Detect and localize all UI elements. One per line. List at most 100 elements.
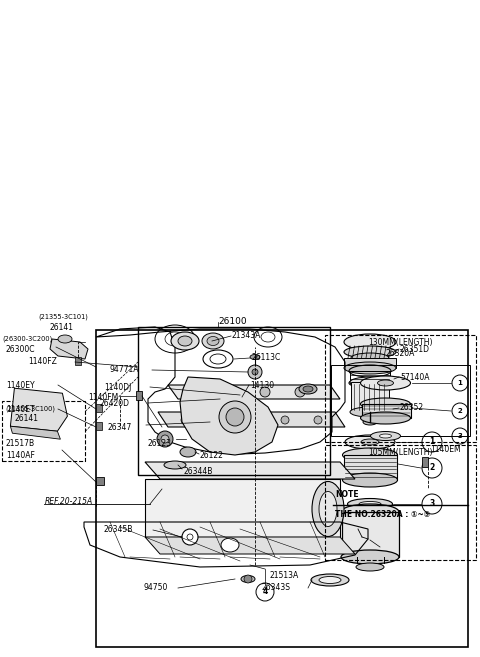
Bar [138, 327, 330, 475]
Text: 21517B: 21517B [6, 440, 35, 449]
Ellipse shape [250, 355, 260, 359]
Text: 1140DJ: 1140DJ [104, 382, 132, 392]
Text: 26345B: 26345B [104, 526, 133, 535]
Ellipse shape [207, 336, 219, 346]
Bar [325, 445, 476, 560]
Circle shape [181, 416, 189, 424]
Ellipse shape [363, 419, 377, 425]
Ellipse shape [348, 499, 393, 509]
Text: 94750: 94750 [143, 583, 168, 593]
Circle shape [157, 431, 173, 447]
Ellipse shape [319, 491, 337, 526]
Polygon shape [145, 479, 340, 537]
Ellipse shape [311, 574, 349, 586]
Bar [331, 365, 470, 436]
Text: 26320A: 26320A [386, 348, 415, 357]
Text: 130MM(LENGTH): 130MM(LENGTH) [368, 338, 433, 348]
Ellipse shape [344, 346, 396, 358]
Text: 14130: 14130 [250, 380, 274, 390]
Ellipse shape [350, 377, 390, 387]
Text: 26141: 26141 [50, 323, 74, 332]
Text: 26100: 26100 [218, 317, 247, 325]
Text: THE NO.26320A : ①~⑤: THE NO.26320A : ①~⑤ [335, 510, 430, 519]
Text: 3: 3 [457, 433, 462, 439]
Text: 26141: 26141 [14, 415, 38, 423]
Circle shape [252, 369, 258, 375]
Ellipse shape [345, 435, 395, 449]
Text: 1: 1 [430, 438, 434, 447]
Circle shape [161, 435, 169, 443]
Circle shape [225, 387, 235, 397]
Ellipse shape [360, 376, 410, 390]
Text: 26113C: 26113C [252, 353, 281, 363]
Text: 21343A: 21343A [232, 330, 262, 340]
Ellipse shape [178, 336, 192, 346]
Text: (26300-3C200): (26300-3C200) [2, 336, 52, 342]
Ellipse shape [344, 362, 396, 374]
Bar [361, 404, 410, 418]
Ellipse shape [219, 401, 251, 433]
Text: 57140A: 57140A [400, 373, 430, 382]
Ellipse shape [319, 576, 341, 583]
Text: (21355-3C100): (21355-3C100) [5, 405, 55, 412]
Bar [325, 335, 476, 442]
Text: 26344B: 26344B [183, 466, 212, 476]
Bar [2, 401, 85, 461]
Text: 26420D: 26420D [100, 399, 130, 407]
Circle shape [244, 575, 252, 583]
Polygon shape [180, 377, 278, 455]
Polygon shape [11, 426, 60, 440]
Text: 1140EY: 1140EY [6, 380, 35, 390]
Ellipse shape [202, 333, 224, 349]
Ellipse shape [226, 408, 244, 426]
Ellipse shape [377, 380, 394, 386]
Circle shape [314, 416, 322, 424]
Circle shape [182, 529, 198, 545]
Text: NOTE: NOTE [335, 490, 359, 499]
Bar [96, 422, 102, 430]
Text: 2: 2 [457, 408, 462, 414]
Bar [96, 404, 102, 412]
Text: 26300C: 26300C [6, 346, 36, 355]
Bar [422, 457, 428, 467]
Ellipse shape [343, 448, 397, 462]
Ellipse shape [58, 335, 72, 343]
Ellipse shape [380, 434, 392, 438]
Text: (21355-3C101): (21355-3C101) [38, 314, 88, 320]
Circle shape [260, 387, 270, 397]
Ellipse shape [241, 415, 263, 424]
Ellipse shape [241, 576, 255, 583]
Ellipse shape [312, 482, 344, 537]
Bar [75, 357, 81, 365]
Ellipse shape [341, 550, 399, 564]
Text: 1140FM: 1140FM [88, 392, 118, 401]
Polygon shape [145, 462, 355, 479]
Ellipse shape [299, 384, 317, 394]
Polygon shape [11, 388, 67, 431]
Text: 1140FZ: 1140FZ [28, 357, 57, 367]
Bar [342, 512, 399, 557]
Bar [96, 477, 104, 485]
Text: 3: 3 [430, 499, 434, 509]
Polygon shape [168, 385, 340, 399]
Text: 4: 4 [263, 587, 268, 597]
Text: 26123: 26123 [147, 438, 171, 447]
Circle shape [248, 365, 262, 379]
Ellipse shape [303, 386, 313, 392]
Polygon shape [158, 412, 345, 427]
Text: 94771A: 94771A [110, 365, 140, 374]
Text: 1140AF: 1140AF [6, 451, 35, 459]
Ellipse shape [180, 447, 196, 457]
Text: 1: 1 [457, 380, 462, 386]
Text: 26352: 26352 [400, 403, 424, 413]
Ellipse shape [360, 412, 410, 424]
Bar [350, 371, 390, 383]
Bar [96, 330, 468, 647]
Text: REF.20-215A: REF.20-215A [45, 497, 93, 507]
Bar [344, 455, 397, 480]
Circle shape [195, 387, 205, 397]
Ellipse shape [351, 353, 389, 363]
Ellipse shape [344, 334, 396, 350]
Ellipse shape [359, 501, 381, 507]
Text: 26347: 26347 [107, 422, 131, 432]
